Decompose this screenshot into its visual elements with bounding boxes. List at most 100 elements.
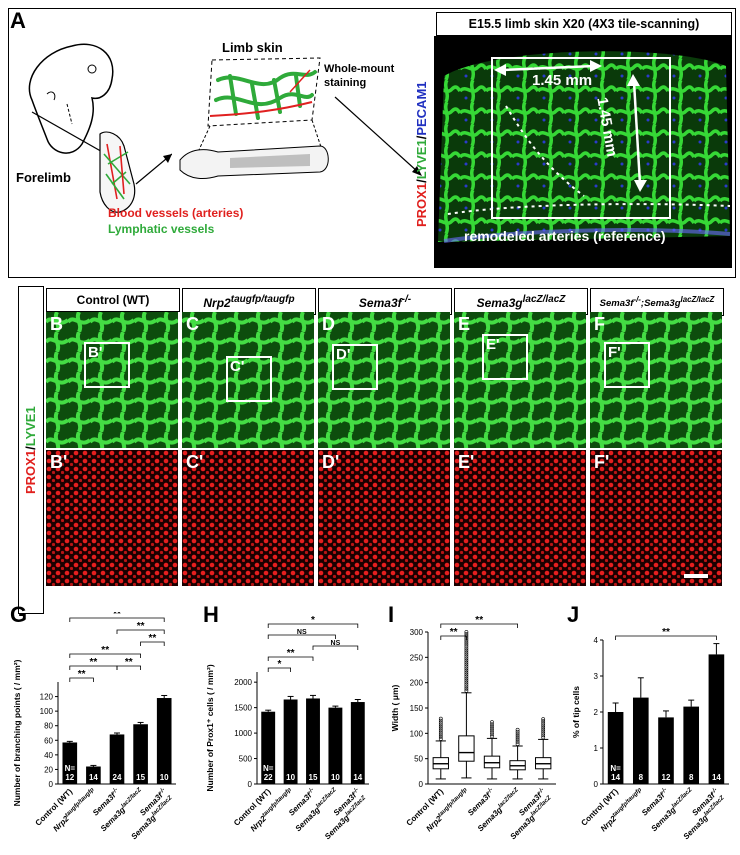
outlier <box>464 682 469 687</box>
x-label-sup: -/- <box>660 787 668 795</box>
panel-label-g: G <box>10 602 28 627</box>
genotype-header-2: Sema3f-/- <box>318 288 452 315</box>
outlier <box>438 732 443 737</box>
outlier <box>438 737 443 741</box>
dimension-horizontal: 1.45 mm <box>532 72 593 89</box>
x-label-sup: -/- <box>537 787 545 795</box>
significance-bracket <box>116 629 165 634</box>
y-tick-label: 3 <box>594 672 599 681</box>
outlier <box>490 722 494 727</box>
y-tick-label: 0 <box>248 780 253 789</box>
outlier <box>541 731 546 736</box>
x-label-sup: lacZ/lacZ <box>120 787 143 810</box>
outlier <box>464 650 469 655</box>
stain-pecam1: PECAM1 <box>414 81 429 136</box>
panel-label-a: A <box>10 8 26 33</box>
y-tick-label: 1500 <box>234 704 252 713</box>
y-tick-label: 2000 <box>234 678 252 687</box>
outlier <box>464 666 469 671</box>
bar <box>109 734 125 784</box>
n-label: 10 <box>160 773 169 782</box>
outlier <box>464 680 469 685</box>
nuclei-field <box>454 450 586 586</box>
x-label-sup: lacZ/lacZ <box>315 787 338 810</box>
significance-label: ** <box>137 621 145 632</box>
outlier <box>541 735 546 740</box>
x-label-sup: -/- <box>158 787 166 795</box>
image-letter: C' <box>186 452 204 472</box>
outlier <box>438 720 443 725</box>
stain-lyve1: LYVE1 <box>414 139 429 180</box>
nuclei-field <box>182 450 314 586</box>
significance-label: ** <box>113 612 121 620</box>
limb-skin-label: Limb skin <box>222 40 283 55</box>
limb-skin-illustration <box>179 57 329 179</box>
staining-arrow <box>334 96 422 176</box>
outlier <box>464 644 469 649</box>
significance-label: ** <box>662 627 670 638</box>
y-tick-label: 2 <box>594 708 599 717</box>
lyve1-image-1: C C' <box>182 312 314 448</box>
y-tick-label: 120 <box>40 693 54 702</box>
y-tick-label: 1000 <box>234 729 252 738</box>
n-label: N= <box>65 764 76 773</box>
nuclei-field <box>318 450 450 586</box>
vessel-mesh <box>46 312 178 448</box>
vessel-mesh <box>454 312 586 448</box>
significance-bracket <box>267 634 336 639</box>
significance-label: ** <box>90 657 98 668</box>
outlier <box>464 676 469 681</box>
vessel-mesh <box>318 312 450 448</box>
outlier <box>541 725 546 730</box>
outlier <box>464 640 469 645</box>
outlier <box>515 729 520 734</box>
y-axis-label: Number of Prox1⁺ cells ( / mm²) <box>205 664 215 791</box>
x-label-sup: lacZ/lacZ <box>497 787 520 810</box>
y-tick-label: 1 <box>594 744 599 753</box>
x-label-sup: -/- <box>486 787 494 795</box>
outlier <box>490 726 494 731</box>
bar <box>632 697 649 784</box>
bar <box>658 717 674 784</box>
chart-g-branching-points: 0 20 40 60 80 100 120 Number of branching point… <box>12 612 176 841</box>
y-tick-label: 60 <box>44 736 53 745</box>
significance-bracket <box>69 677 94 682</box>
whole-mount-label: Whole-mount staining <box>324 62 394 90</box>
outlier <box>464 672 469 677</box>
outlier <box>464 664 469 669</box>
outlier <box>464 642 469 647</box>
bar <box>283 699 298 784</box>
prox1-image-0: B' <box>46 450 178 586</box>
genotype-name: Sema3f <box>599 298 634 310</box>
outlier <box>464 660 469 665</box>
y-axis-label: Width ( μm) <box>390 684 400 731</box>
significance-bracket <box>140 641 165 646</box>
outlier <box>464 656 469 661</box>
n-label: N= <box>610 764 621 773</box>
row-stain-prox1: PROX1 <box>23 449 38 494</box>
y-tick-label: 0 <box>594 780 599 789</box>
nuclei-field <box>590 450 722 586</box>
genotype-name-2: ;Sema3g <box>640 298 681 310</box>
genotype-sup: lacZ/lacZ <box>522 294 566 305</box>
outlier <box>541 729 546 734</box>
genotype-sup: taugfp/taugfp <box>230 294 295 305</box>
significance-label: ** <box>149 633 157 644</box>
n-label: 10 <box>331 773 340 782</box>
significance-bracket <box>69 617 165 622</box>
scale-bar <box>684 574 708 578</box>
blood-vessels-legend: Blood vessels (arteries) <box>108 206 244 220</box>
outlier <box>438 722 443 727</box>
panel-label-j: J <box>567 602 580 627</box>
n-label: 14 <box>611 773 620 782</box>
n-label: 22 <box>264 773 273 782</box>
significance-label: ** <box>101 645 109 656</box>
significance-label: * <box>311 615 315 626</box>
outlier <box>515 735 520 740</box>
inset-box: C' <box>226 356 272 402</box>
outlier <box>438 734 443 739</box>
inset-letter: E' <box>486 336 500 353</box>
panel-label-i: I <box>388 602 395 627</box>
x-label-sup: -/- <box>307 787 315 795</box>
genotype-name: Nrp2 <box>203 296 231 310</box>
